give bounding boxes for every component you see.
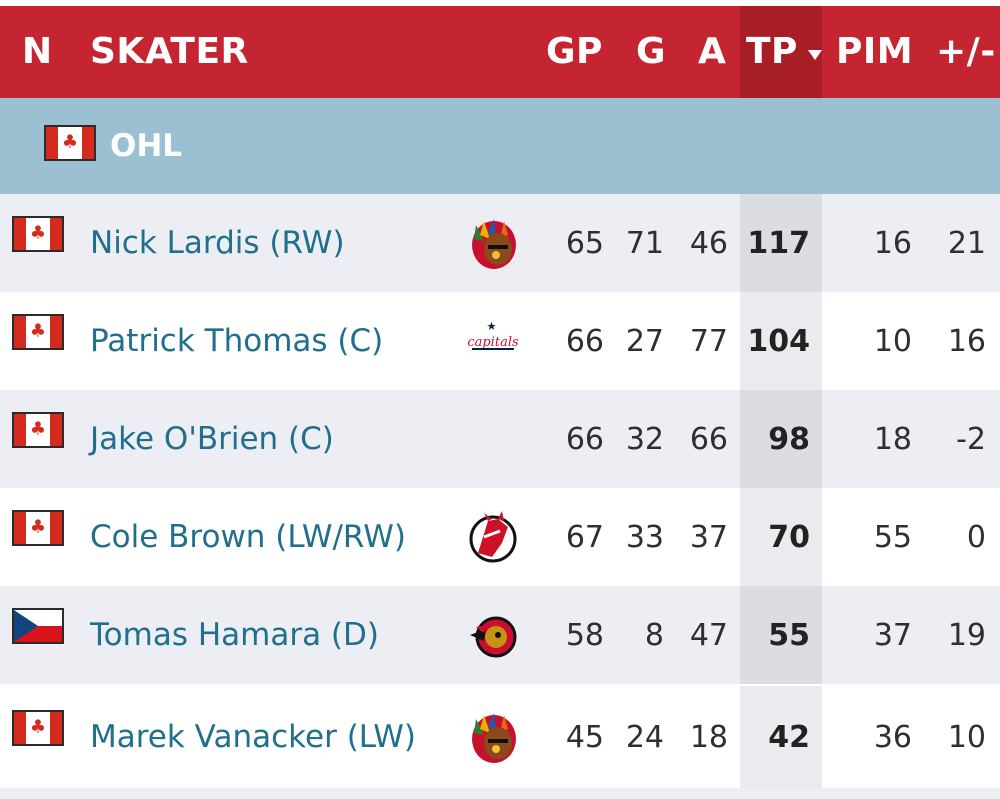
- new-jersey-devils-logo[interactable]: [464, 509, 522, 565]
- header-n[interactable]: N: [22, 31, 53, 72]
- assists-value: 37: [689, 519, 728, 555]
- pim-value: 10: [873, 323, 912, 359]
- table-row: ♣ Cole Brown (LW/RW) 67 33 37 70 55 0: [0, 488, 1000, 586]
- league-name[interactable]: OHL: [110, 128, 183, 164]
- czech-flag-icon: [12, 608, 64, 644]
- total-points-value: 42: [768, 719, 810, 755]
- goals-value: 8: [644, 617, 664, 653]
- pim-value: 36: [873, 719, 912, 755]
- plus-minus-value: 21: [947, 225, 986, 261]
- assists-value: 77: [689, 323, 728, 359]
- table-row: ♣ Marek Vanacker (LW) 45 24 18 42 36 10: [0, 686, 1000, 788]
- canada-flag-icon: ♣: [12, 412, 64, 448]
- pim-value: 37: [873, 617, 912, 653]
- washington-capitals-logo[interactable]: capitals: [464, 313, 522, 369]
- player-name-link[interactable]: Patrick Thomas (C): [90, 323, 384, 359]
- canada-flag-icon: ♣: [44, 125, 96, 161]
- pim-value: 18: [873, 421, 912, 457]
- plus-minus-value: -2: [956, 421, 986, 457]
- header-skater[interactable]: SKATER: [90, 31, 249, 72]
- canada-flag-icon: ♣: [12, 216, 64, 252]
- table-row: ♣ Jake O'Brien (C) 66 32 66 98 18 -2: [0, 390, 1000, 488]
- goals-value: 71: [625, 225, 664, 261]
- goals-value: 33: [625, 519, 664, 555]
- total-points-value: 70: [768, 519, 810, 555]
- total-points-value: 55: [768, 617, 810, 653]
- chicago-blackhawks-logo[interactable]: [464, 215, 522, 271]
- table-header: N SKATER GP G A TP PIM +/-: [0, 6, 1000, 98]
- svg-text:capitals: capitals: [467, 335, 519, 350]
- ottawa-senators-logo[interactable]: [464, 607, 522, 663]
- gp-value: 58: [565, 617, 604, 653]
- gp-value: 67: [565, 519, 604, 555]
- goals-value: 24: [625, 719, 664, 755]
- gp-value: 66: [565, 421, 604, 457]
- player-name-link[interactable]: Jake O'Brien (C): [90, 421, 334, 457]
- canada-flag-icon: ♣: [12, 510, 64, 546]
- plus-minus-value: 19: [947, 617, 986, 653]
- total-points-value: 104: [747, 323, 810, 359]
- table-row: ♣ Patrick Thomas (C) capitals 66 27 77 1…: [0, 292, 1000, 390]
- canada-flag-icon: ♣: [12, 710, 64, 746]
- assists-value: 47: [689, 617, 728, 653]
- assists-value: 46: [689, 225, 728, 261]
- header-pim[interactable]: PIM: [836, 31, 914, 72]
- player-name-link[interactable]: Tomas Hamara (D): [90, 617, 379, 653]
- chicago-blackhawks-logo[interactable]: [464, 709, 522, 765]
- canada-flag-icon: ♣: [12, 314, 64, 350]
- header-g[interactable]: G: [636, 31, 667, 72]
- assists-value: 18: [689, 719, 728, 755]
- header-plus-minus[interactable]: +/-: [936, 31, 996, 72]
- player-name-link[interactable]: Nick Lardis (RW): [90, 225, 345, 261]
- goals-value: 32: [625, 421, 664, 457]
- total-points-value: 117: [747, 225, 810, 261]
- plus-minus-value: 10: [947, 719, 986, 755]
- gp-value: 65: [565, 225, 604, 261]
- header-gp[interactable]: GP: [546, 31, 603, 72]
- plus-minus-value: 16: [947, 323, 986, 359]
- gp-value: 45: [565, 719, 604, 755]
- header-a[interactable]: A: [698, 31, 727, 72]
- header-tp[interactable]: TP: [746, 31, 798, 72]
- pim-value: 55: [873, 519, 912, 555]
- pim-value: 16: [873, 225, 912, 261]
- assists-value: 66: [689, 421, 728, 457]
- table-row: Tomas Hamara (D) 58 8 47 55 37 19: [0, 586, 1000, 684]
- player-name-link[interactable]: Marek Vanacker (LW): [90, 719, 416, 755]
- player-name-link[interactable]: Cole Brown (LW/RW): [90, 519, 406, 555]
- goals-value: 27: [625, 323, 664, 359]
- league-group-row: ♣ OHL: [0, 98, 1000, 194]
- sort-descending-icon[interactable]: [808, 50, 822, 60]
- total-points-value: 98: [768, 421, 810, 457]
- table-row: ♣ Nick Lardis (RW) 65 71 46 117 16 21: [0, 194, 1000, 292]
- gp-value: 66: [565, 323, 604, 359]
- plus-minus-value: 0: [966, 519, 986, 555]
- next-row-edge: [0, 788, 1000, 799]
